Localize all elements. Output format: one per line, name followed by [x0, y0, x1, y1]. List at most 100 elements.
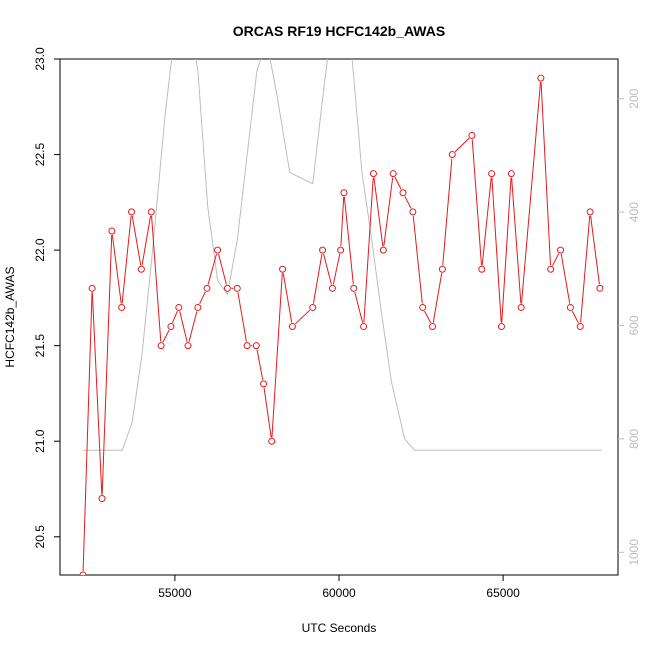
- series-segment: [442, 158, 453, 266]
- data-point: [137, 265, 145, 273]
- data-point: [233, 284, 241, 292]
- series-segment: [471, 139, 482, 266]
- data-point: [223, 284, 231, 292]
- data-point: [557, 246, 565, 254]
- series-segment: [491, 177, 502, 323]
- data-point: [576, 323, 584, 331]
- data-point: [175, 303, 183, 311]
- data-point: [537, 74, 545, 82]
- data-point: [108, 227, 116, 235]
- series-segment: [282, 273, 293, 323]
- y2-tick-label: 400: [627, 202, 641, 222]
- data-point: [429, 323, 437, 331]
- x-tick-label: 65000: [486, 586, 520, 600]
- data-point: [309, 303, 317, 311]
- data-point: [214, 246, 222, 254]
- data-point: [288, 323, 296, 331]
- data-point: [337, 246, 345, 254]
- series-segment: [363, 177, 374, 323]
- series-segment: [111, 234, 122, 304]
- data-point: [268, 437, 276, 445]
- y-axis-left: 20.5 21.0 21.5 22.0 22.5 23.0: [33, 47, 60, 548]
- series-segment: [323, 253, 332, 285]
- series-segment: [590, 215, 600, 285]
- data-point: [118, 303, 126, 311]
- y-tick-label: 21.0: [33, 429, 47, 453]
- series-segment: [404, 196, 412, 209]
- y-tick-label: 20.5: [33, 525, 47, 549]
- x-axis: 55000 60000 65000: [158, 575, 520, 600]
- y-tick-label: 23.0: [33, 47, 47, 71]
- x-tick-label: 55000: [158, 586, 192, 600]
- series-segment: [188, 311, 198, 342]
- data-point: [350, 284, 358, 292]
- series-segment: [294, 309, 311, 325]
- series-segment: [424, 310, 432, 324]
- series-segment: [131, 215, 142, 266]
- series-segment: [343, 196, 354, 285]
- series-segment: [141, 215, 152, 266]
- series-layer: [79, 59, 604, 575]
- altitude-series: [82, 59, 602, 451]
- series-segment: [383, 177, 394, 247]
- series-segment: [179, 311, 188, 342]
- series-segment: [373, 177, 384, 247]
- data-point: [147, 208, 155, 216]
- chart-title: ORCAS RF19 HCFC142b_AWAS: [233, 23, 445, 39]
- series-segment: [560, 253, 571, 304]
- series-segment: [271, 273, 283, 438]
- data-point: [203, 284, 211, 292]
- series-segment: [101, 234, 113, 495]
- data-point: [360, 323, 368, 331]
- data-point: [260, 380, 268, 388]
- data-point: [252, 342, 260, 350]
- data-point: [369, 170, 377, 178]
- data-point: [438, 265, 446, 273]
- y-tick-label: 22.0: [33, 238, 47, 262]
- series-segment: [82, 292, 93, 572]
- data-point: [507, 170, 515, 178]
- data-point: [184, 342, 192, 350]
- y2-tick-label: 800: [627, 429, 641, 449]
- series-segment: [511, 177, 522, 304]
- series-segment: [91, 292, 103, 495]
- series-segment: [394, 176, 402, 190]
- plot-frame: [59, 58, 619, 576]
- data-point: [128, 208, 136, 216]
- x-tick-label: 60000: [322, 586, 356, 600]
- altitude-line: [82, 59, 602, 451]
- data-point: [488, 170, 496, 178]
- series-segment: [580, 215, 591, 323]
- data-point: [547, 265, 555, 273]
- series-segment: [571, 310, 579, 324]
- series-segment: [162, 329, 170, 343]
- series-segment: [454, 137, 470, 153]
- series-segment: [540, 82, 552, 266]
- data-point: [88, 284, 96, 292]
- y2-tick-label: 200: [627, 88, 641, 108]
- data-point: [399, 189, 407, 197]
- data-point: [98, 495, 106, 503]
- data-point: [517, 303, 525, 311]
- data-point: [328, 284, 336, 292]
- series-segment: [172, 310, 178, 324]
- data-point: [497, 323, 505, 331]
- data-point: [596, 284, 604, 292]
- series-segment: [312, 253, 323, 304]
- hcfc142b-series: [79, 74, 604, 575]
- data-point: [468, 131, 476, 139]
- data-point: [157, 342, 165, 350]
- series-segment: [151, 215, 162, 342]
- series-segment: [481, 177, 492, 266]
- x-axis-label: UTC Seconds: [302, 621, 377, 635]
- y2-tick-label: 600: [627, 315, 641, 335]
- series-segment: [521, 82, 542, 304]
- series-segment: [218, 253, 227, 285]
- series-segment: [340, 196, 345, 247]
- data-point: [167, 323, 175, 331]
- series-segment: [412, 215, 423, 304]
- series-segment: [332, 253, 341, 285]
- series-segment: [207, 253, 217, 285]
